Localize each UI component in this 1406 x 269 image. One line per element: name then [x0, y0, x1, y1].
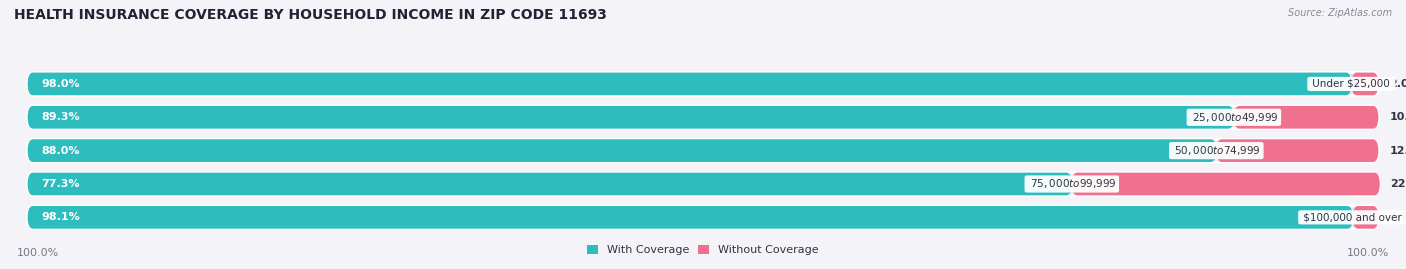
Text: Under $25,000: Under $25,000: [1309, 79, 1393, 89]
Text: $50,000 to $74,999: $50,000 to $74,999: [1171, 144, 1261, 157]
Text: 98.0%: 98.0%: [41, 79, 80, 89]
Text: 98.1%: 98.1%: [41, 212, 80, 222]
Text: $75,000 to $99,999: $75,000 to $99,999: [1026, 178, 1116, 190]
Text: 100.0%: 100.0%: [1347, 248, 1389, 258]
Text: Source: ZipAtlas.com: Source: ZipAtlas.com: [1288, 8, 1392, 18]
Text: $25,000 to $49,999: $25,000 to $49,999: [1188, 111, 1279, 124]
Text: 77.3%: 77.3%: [41, 179, 80, 189]
Legend: With Coverage, Without Coverage: With Coverage, Without Coverage: [588, 245, 818, 255]
Text: 12.0%: 12.0%: [1389, 146, 1406, 156]
FancyBboxPatch shape: [28, 206, 1378, 229]
FancyBboxPatch shape: [28, 173, 1378, 195]
Text: 1.9%: 1.9%: [1389, 212, 1406, 222]
FancyBboxPatch shape: [28, 106, 1378, 129]
FancyBboxPatch shape: [1234, 106, 1378, 129]
FancyBboxPatch shape: [28, 106, 1234, 129]
Text: 2.0%: 2.0%: [1389, 79, 1406, 89]
FancyBboxPatch shape: [28, 73, 1351, 95]
FancyBboxPatch shape: [28, 139, 1216, 162]
Text: 88.0%: 88.0%: [41, 146, 80, 156]
FancyBboxPatch shape: [28, 206, 1353, 229]
FancyBboxPatch shape: [1071, 173, 1379, 195]
FancyBboxPatch shape: [28, 73, 1378, 95]
Text: 10.7%: 10.7%: [1389, 112, 1406, 122]
FancyBboxPatch shape: [28, 173, 1071, 195]
Text: 100.0%: 100.0%: [17, 248, 59, 258]
Text: HEALTH INSURANCE COVERAGE BY HOUSEHOLD INCOME IN ZIP CODE 11693: HEALTH INSURANCE COVERAGE BY HOUSEHOLD I…: [14, 8, 607, 22]
FancyBboxPatch shape: [1351, 73, 1378, 95]
FancyBboxPatch shape: [1216, 139, 1378, 162]
Text: 22.8%: 22.8%: [1391, 179, 1406, 189]
FancyBboxPatch shape: [1353, 206, 1378, 229]
Text: 89.3%: 89.3%: [41, 112, 80, 122]
Text: $100,000 and over: $100,000 and over: [1301, 212, 1405, 222]
FancyBboxPatch shape: [28, 139, 1378, 162]
